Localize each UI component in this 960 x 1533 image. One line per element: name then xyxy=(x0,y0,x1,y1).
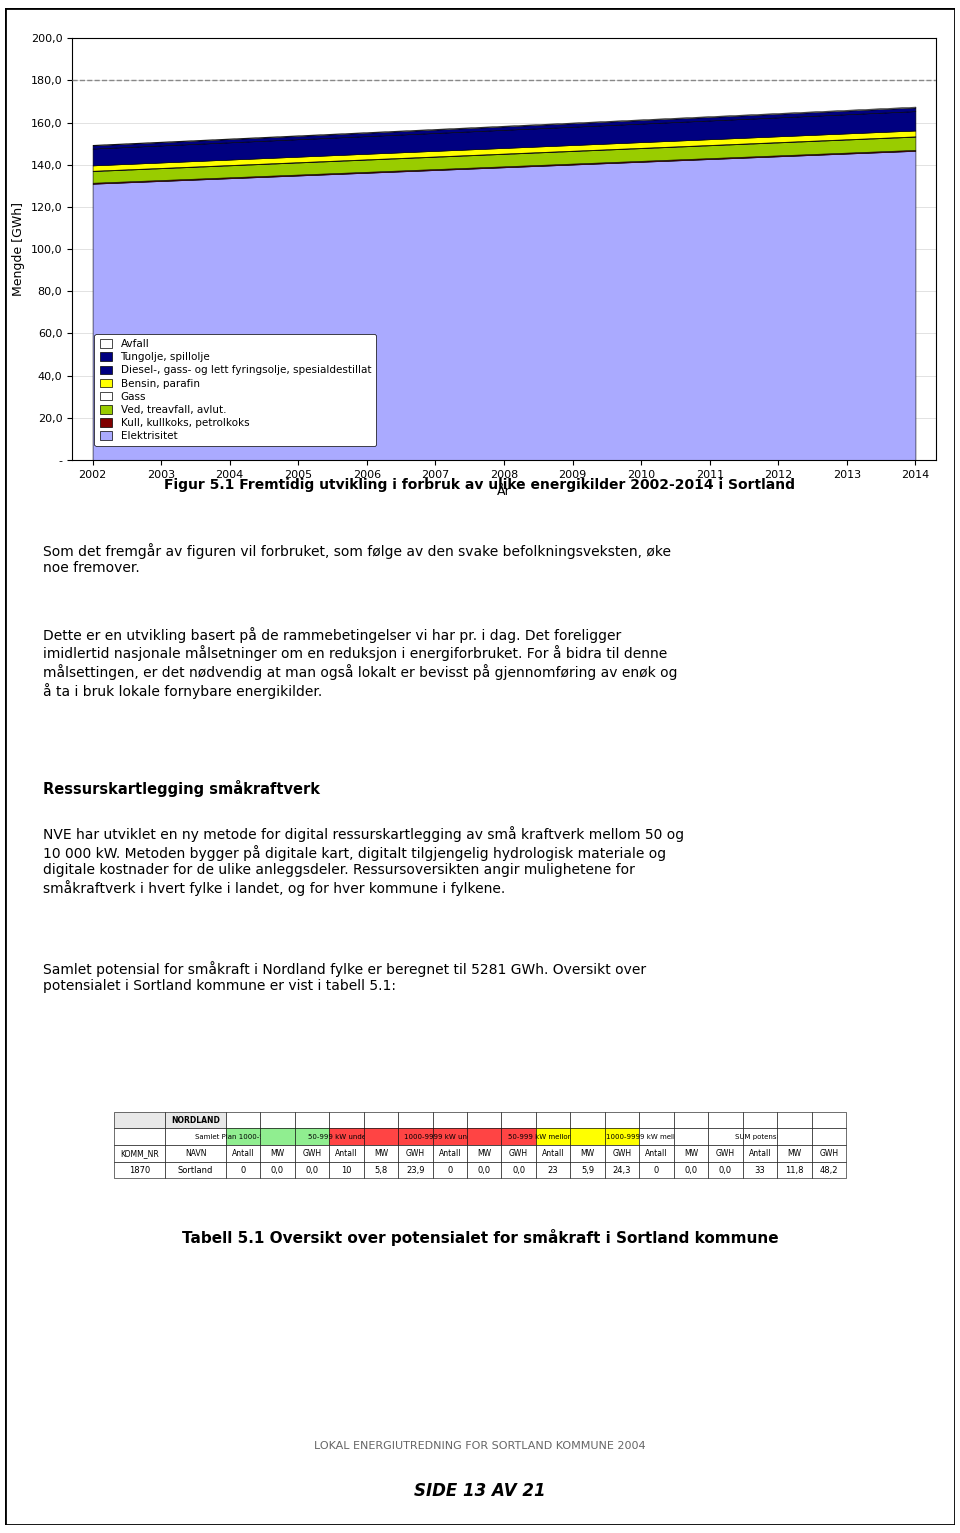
Text: Dette er en utvikling basert på de rammebetingelser vi har pr. i dag. Det foreli: Dette er en utvikling basert på de ramme… xyxy=(43,627,678,699)
Text: SIDE 13 AV 21: SIDE 13 AV 21 xyxy=(414,1482,546,1501)
Text: LOKAL ENERGIUTREDNING FOR SORTLAND KOMMUNE 2004: LOKAL ENERGIUTREDNING FOR SORTLAND KOMMU… xyxy=(314,1441,646,1452)
Text: NVE har utviklet en ny metode for digital ressurskartlegging av små kraftverk me: NVE har utviklet en ny metode for digita… xyxy=(43,826,684,895)
Text: Tabell 5.1 Oversikt over potensialet for småkraft i Sortland kommune: Tabell 5.1 Oversikt over potensialet for… xyxy=(181,1229,779,1246)
Text: Ressurskartlegging småkraftverk: Ressurskartlegging småkraftverk xyxy=(43,780,321,797)
Y-axis label: Mengde [GWh]: Mengde [GWh] xyxy=(12,202,25,296)
Legend: Avfall, Tungolje, spillolje, Diesel-, gass- og lett fyringsolje, spesialdestilla: Avfall, Tungolje, spillolje, Diesel-, ga… xyxy=(94,334,376,446)
Text: Figur 5.1 Fremtidig utvikling i forbruk av ulike energikilder 2002-2014 i Sortla: Figur 5.1 Fremtidig utvikling i forbruk … xyxy=(164,478,796,492)
Text: Samlet potensial for småkraft i Nordland fylke er beregnet til 5281 GWh. Oversik: Samlet potensial for småkraft i Nordland… xyxy=(43,961,646,993)
X-axis label: År: År xyxy=(497,484,511,498)
Text: Som det fremgår av figuren vil forbruket, som følge av den svake befolkningsveks: Som det fremgår av figuren vil forbruket… xyxy=(43,543,671,575)
